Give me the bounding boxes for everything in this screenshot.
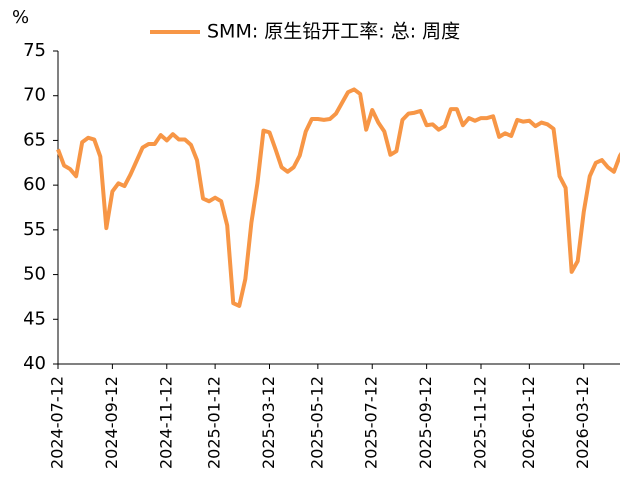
y-tick-label: 55 bbox=[23, 219, 46, 240]
x-tick-label: 2025-11-12 bbox=[471, 376, 490, 469]
x-tick-label: 2026-01-12 bbox=[519, 376, 538, 469]
y-tick-label: 60 bbox=[23, 174, 46, 195]
x-tick-label: 2024-11-12 bbox=[156, 376, 175, 469]
x-tick-label: 2025-03-12 bbox=[259, 376, 278, 469]
y-tick-label: 65 bbox=[23, 129, 46, 150]
y-tick-label: 75 bbox=[23, 40, 46, 61]
x-tick-label: 2025-01-12 bbox=[205, 376, 224, 469]
x-tick-label: 2025-09-12 bbox=[416, 376, 435, 469]
x-tick-label: 2024-07-12 bbox=[48, 376, 67, 469]
x-tick-label: 2025-07-12 bbox=[362, 376, 381, 469]
x-tick-label: 2024-09-12 bbox=[102, 376, 121, 469]
y-axis-label: % bbox=[12, 7, 29, 28]
x-tick-label: 2026-03-12 bbox=[573, 376, 592, 469]
data-line bbox=[56, 87, 620, 308]
x-tick-label: 2025-05-12 bbox=[307, 376, 326, 469]
y-tick-label: 70 bbox=[23, 85, 46, 106]
legend-label: SMM: 原生铅开工率: 总: 周度 bbox=[207, 21, 460, 43]
y-tick-label: 40 bbox=[23, 353, 46, 374]
y-tick-label: 50 bbox=[23, 264, 46, 285]
y-tick-label: 45 bbox=[23, 308, 46, 329]
